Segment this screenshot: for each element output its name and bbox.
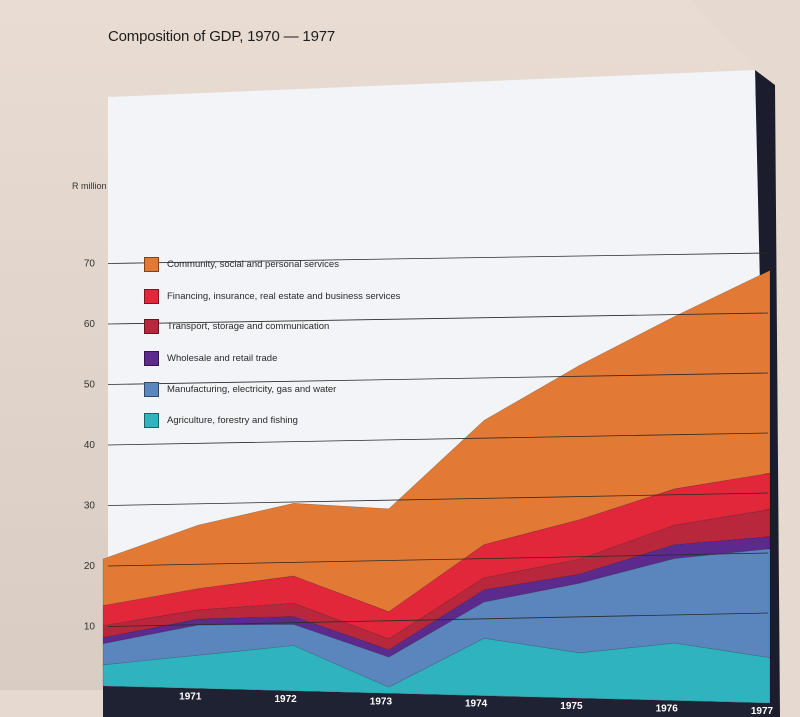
legend-swatch <box>144 318 159 334</box>
legend-swatch <box>144 350 159 366</box>
x-tick-label-1971: 1971 <box>179 691 202 702</box>
legend-swatch <box>144 381 159 397</box>
y-tick-label-30: 30 <box>84 501 96 512</box>
gridline-50 <box>107 372 769 385</box>
x-tick-label-1977: 1977 <box>751 706 774 717</box>
gridline-60 <box>107 312 769 325</box>
gridline-10 <box>107 612 769 627</box>
legend-label: Transport, storage and communication <box>167 320 330 332</box>
legend-item: Agriculture, forestry and fishing <box>144 411 444 429</box>
x-tick-label-1974: 1974 <box>465 699 488 710</box>
legend-item: Transport, storage and communication <box>144 317 444 335</box>
x-tick-label-1973: 1973 <box>370 696 393 707</box>
backdrop-fold <box>0 0 755 690</box>
legend-label: Financing, insurance, real estate and bu… <box>167 290 401 302</box>
area-series-5 <box>102 472 771 640</box>
y-axis-label: R million <box>72 181 107 191</box>
legend-label: Agriculture, forestry and fishing <box>167 414 298 426</box>
x-tick-label-1976: 1976 <box>656 704 679 715</box>
area-series-6 <box>102 269 771 612</box>
gridline-40 <box>107 432 769 446</box>
x-tick-label-1972: 1972 <box>274 694 297 705</box>
legend-label: Manufacturing, electricity, gas and wate… <box>167 383 337 395</box>
area-series-3 <box>102 536 771 658</box>
legend-item: Wholesale and retail trade <box>144 349 444 367</box>
y-tick-label-20: 20 <box>84 561 96 572</box>
legend-swatch <box>144 288 159 304</box>
legend-item: Financing, insurance, real estate and bu… <box>144 287 444 305</box>
legend-label: Wholesale and retail trade <box>167 352 278 364</box>
legend-item: Manufacturing, electricity, gas and wate… <box>144 380 444 398</box>
legend-swatch <box>144 256 159 272</box>
legend-label: Community, social and personal services <box>167 258 339 270</box>
y-tick-label-70: 70 <box>84 259 96 270</box>
legend-swatch <box>144 412 159 428</box>
y-tick-label-50: 50 <box>84 380 96 391</box>
gridline-30 <box>107 492 769 506</box>
y-tick-label-10: 10 <box>84 622 96 633</box>
gridline-20 <box>107 552 769 567</box>
x-tick-label-1975: 1975 <box>560 701 583 712</box>
plot-baseline-bar <box>103 686 770 717</box>
y-tick-label-60: 60 <box>84 319 96 330</box>
gridline-70 <box>107 252 769 264</box>
chart-title: Composition of GDP, 1970 — 1977 <box>108 28 335 45</box>
y-tick-label-40: 40 <box>84 440 96 451</box>
legend-item: Community, social and personal services <box>144 255 444 273</box>
